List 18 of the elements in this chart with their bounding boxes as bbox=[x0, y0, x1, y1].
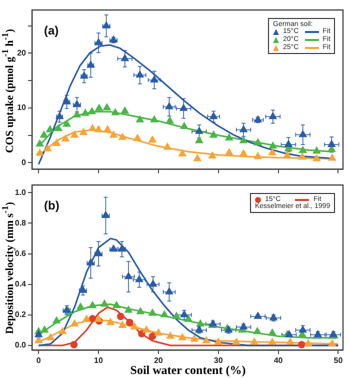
y-tick-label: 20 bbox=[17, 48, 27, 58]
y-tick-label: 0.0 bbox=[14, 340, 27, 350]
y-tick-label: 0.2 bbox=[14, 310, 27, 320]
y-tick-label: 0 bbox=[22, 158, 27, 167]
x-tick-label: 10 bbox=[94, 356, 104, 366]
x-axis-title: Soil water content (%) bbox=[130, 363, 246, 378]
y-tick-label: 0.6 bbox=[14, 248, 27, 258]
x-tick-label: 0 bbox=[36, 356, 42, 366]
x-tick-label: 20 bbox=[154, 356, 164, 366]
y-tick-label: 10 bbox=[17, 103, 27, 112]
y-tick-label: 0.4 bbox=[14, 280, 27, 289]
annotation: (a) bbox=[44, 23, 59, 38]
x-tick-label: 30 bbox=[214, 356, 224, 366]
x-tick-label: 50 bbox=[334, 356, 344, 366]
y-tick-label: 0.8 bbox=[14, 218, 27, 228]
x-tick-label: 40 bbox=[274, 356, 284, 366]
annotation: (b) bbox=[44, 198, 60, 212]
y-tick-label: 1.0 bbox=[14, 188, 27, 197]
